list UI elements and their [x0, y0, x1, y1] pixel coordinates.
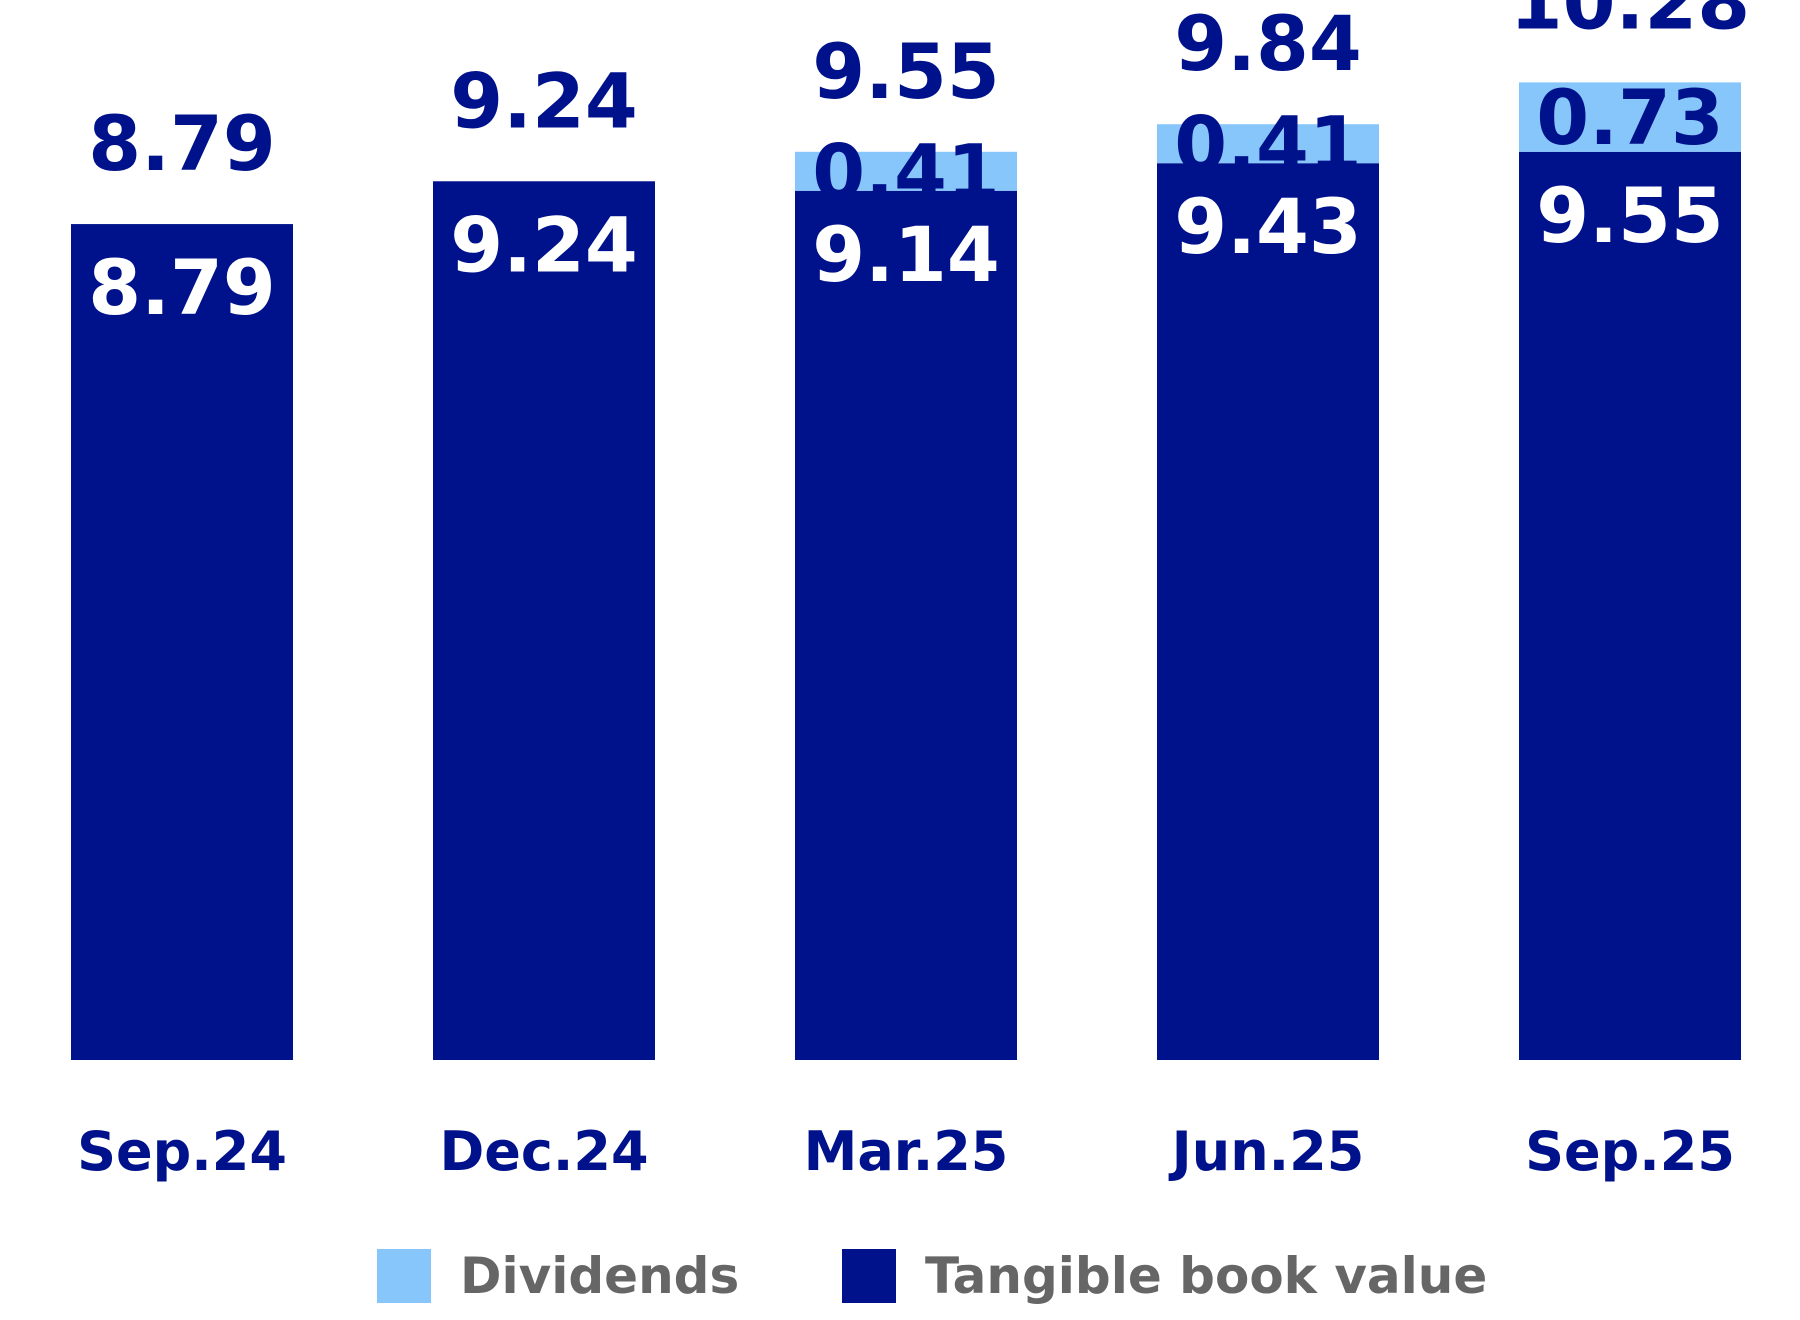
bar-label-tbv-sep-24: 8.79	[88, 243, 276, 332]
bar-label-tbv-jun-25: 9.43	[1174, 182, 1362, 271]
total-label-sep-24: 8.79	[88, 99, 276, 188]
bar-tbv-sep-25	[1519, 151, 1741, 1061]
labels-group: 8.798.79Sep.249.249.24Dec.249.140.419.55…	[77, 0, 1750, 1183]
bar-tbv-sep-24	[71, 224, 293, 1061]
category-label-sep-24: Sep.24	[77, 1120, 287, 1183]
bar-label-dividends-mar-25: 0.41	[812, 127, 1000, 216]
bar-tbv-jun-25	[1157, 163, 1379, 1060]
category-label-mar-25: Mar.25	[804, 1120, 1009, 1183]
legend-swatch-tangible-book-value	[842, 1249, 896, 1303]
legend-label-dividends: Dividends	[460, 1247, 739, 1305]
category-label-dec-24: Dec.24	[439, 1120, 648, 1183]
legend: Dividends Tangible book value	[377, 1247, 1487, 1305]
bar-tbv-dec-24	[433, 181, 655, 1060]
bar-label-tbv-sep-25: 9.55	[1536, 171, 1724, 260]
legend-swatch-dividends	[377, 1249, 431, 1303]
total-label-sep-25: 10.28	[1510, 0, 1750, 46]
bar-dividends-jun-25	[1157, 124, 1379, 164]
bar-dividends-sep-25	[1519, 82, 1741, 152]
total-label-jun-25: 9.84	[1174, 0, 1362, 88]
bar-tbv-mar-25	[795, 190, 1017, 1060]
total-label-dec-24: 9.24	[450, 56, 638, 145]
bar-label-dividends-sep-25: 0.73	[1536, 73, 1724, 162]
bar-label-tbv-mar-25: 9.14	[812, 210, 1000, 299]
bar-dividends-mar-25	[795, 151, 1017, 191]
category-label-jun-25: Jun.25	[1168, 1120, 1365, 1183]
category-label-sep-25: Sep.25	[1525, 1120, 1735, 1183]
legend-label-tangible-book-value: Tangible book value	[925, 1247, 1487, 1305]
total-label-mar-25: 9.55	[812, 27, 1000, 116]
bar-label-dividends-jun-25: 0.41	[1174, 100, 1362, 189]
bars-group	[71, 82, 1741, 1061]
bar-label-tbv-dec-24: 9.24	[450, 200, 638, 289]
